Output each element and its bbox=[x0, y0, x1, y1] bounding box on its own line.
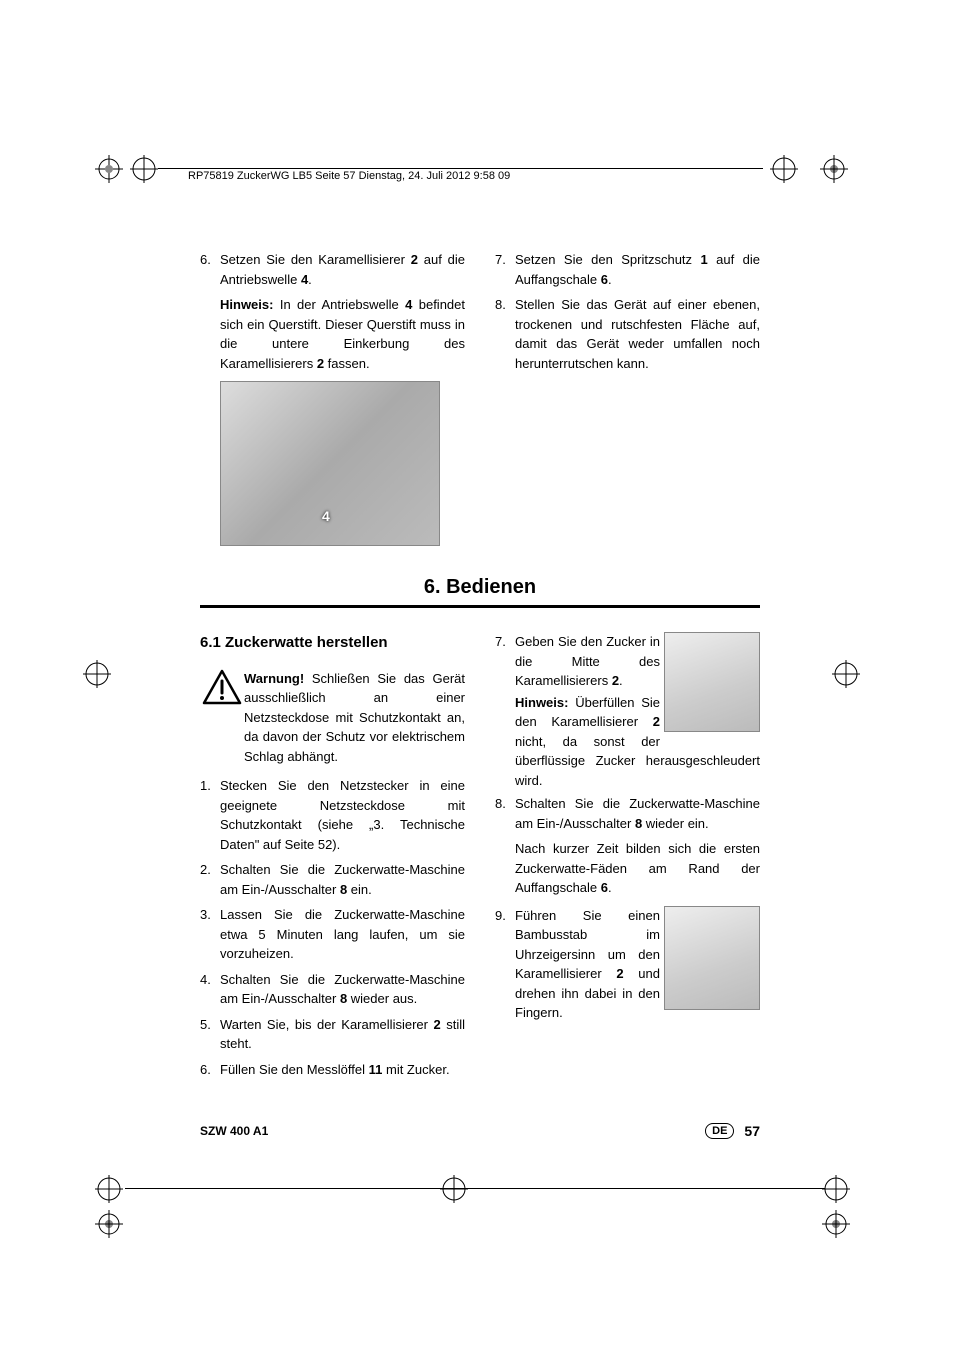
hinweis-top: Hinweis: In der Antriebswelle 4 befindet… bbox=[220, 295, 465, 373]
lower-right-col: 7. Geben Sie den Zucker in die Mitte des… bbox=[495, 632, 760, 1085]
step-num: 7. bbox=[495, 250, 515, 289]
print-mark-bot-right-2 bbox=[822, 1210, 850, 1238]
page-content: 6. Setzen Sie den Karamellisierer 2 auf … bbox=[200, 250, 760, 1085]
print-mark-bot-left-1 bbox=[95, 1175, 123, 1203]
step-5: 5. Warten Sie, bis der Karamellisierer 2… bbox=[200, 1015, 465, 1054]
warning-icon bbox=[200, 669, 244, 767]
step-4: 4. Schalten Sie die Zuckerwatte-Maschine… bbox=[200, 970, 465, 1009]
step-3: 3. Lassen Sie die Zuckerwatte-Maschine e… bbox=[200, 905, 465, 964]
step-9-wrap: 9. Führen Sie einen Bambusstab im Uhrzei… bbox=[495, 906, 760, 1029]
step-1: 1. Stecken Sie den Netzstecker in eine g… bbox=[200, 776, 465, 854]
print-mark-bot-right-1 bbox=[822, 1175, 850, 1203]
lang-badge: DE bbox=[705, 1123, 734, 1139]
lower-columns: 6.1 Zuckerwatte herstellen Warnung! Schl… bbox=[200, 632, 760, 1085]
step-9: 9. Führen Sie einen Bambusstab im Uhrzei… bbox=[495, 906, 660, 1023]
subsection-title: 6.1 Zuckerwatte herstellen bbox=[200, 632, 465, 655]
page-number: 57 bbox=[744, 1123, 760, 1139]
warning-block: Warnung! Schließen Sie das Gerät ausschl… bbox=[200, 669, 465, 767]
print-mark-top-left-2 bbox=[130, 155, 158, 183]
section-title: 6. Bedienen bbox=[200, 576, 760, 599]
print-mark-bot-left-2 bbox=[95, 1210, 123, 1238]
figure-callout: 4 bbox=[322, 506, 330, 527]
print-header-text: RP75819 ZuckerWG LB5 Seite 57 Dienstag, … bbox=[188, 170, 510, 182]
step-num: 8. bbox=[495, 295, 515, 373]
step-7-wrap: 7. Geben Sie den Zucker in die Mitte des… bbox=[495, 632, 760, 794]
footer-right: DE 57 bbox=[705, 1123, 760, 1139]
top-left-col: 6. Setzen Sie den Karamellisierer 2 auf … bbox=[200, 250, 465, 546]
step-7-top: 7. Setzen Sie den Spritzschutz 1 auf die… bbox=[495, 250, 760, 289]
model-label: SZW 400 A1 bbox=[200, 1124, 268, 1138]
lower-left-col: 6.1 Zuckerwatte herstellen Warnung! Schl… bbox=[200, 632, 465, 1085]
step-body: Setzen Sie den Spritzschutz 1 auf die Au… bbox=[515, 250, 760, 289]
print-mark-right-mid bbox=[832, 660, 860, 688]
figure-fill-sugar bbox=[664, 632, 760, 732]
print-mark-left-mid bbox=[83, 660, 111, 688]
step-6: 6. Füllen Sie den Messlöffel 11 mit Zuck… bbox=[200, 1060, 465, 1080]
step-7: 7. Geben Sie den Zucker in die Mitte des… bbox=[495, 632, 660, 691]
print-mark-top-right-1 bbox=[770, 155, 798, 183]
step-num: 6. bbox=[200, 250, 220, 289]
print-mark-top-left bbox=[95, 155, 123, 183]
warning-text: Warnung! Schließen Sie das Gerät ausschl… bbox=[244, 669, 465, 767]
crop-line-top bbox=[158, 168, 763, 169]
step-8-top: 8. Stellen Sie das Gerät auf einer ebene… bbox=[495, 295, 760, 373]
step-6-top: 6. Setzen Sie den Karamellisierer 2 auf … bbox=[200, 250, 465, 289]
top-right-col: 7. Setzen Sie den Spritzschutz 1 auf die… bbox=[495, 250, 760, 546]
top-columns: 6. Setzen Sie den Karamellisierer 2 auf … bbox=[200, 250, 760, 546]
figure-drive-shaft: 4 bbox=[220, 381, 440, 546]
step-2: 2. Schalten Sie die Zuckerwatte-Maschine… bbox=[200, 860, 465, 899]
step-8-after: Nach kurzer Zeit bilden sich die ersten … bbox=[515, 839, 760, 898]
figure-bamboo-stick bbox=[664, 906, 760, 1010]
step-body: Stellen Sie das Gerät auf einer ebenen, … bbox=[515, 295, 760, 373]
step-8: 8. Schalten Sie die Zuckerwatte-Maschine… bbox=[495, 794, 760, 833]
crop-line-bottom bbox=[125, 1188, 825, 1189]
print-mark-bot-mid bbox=[440, 1175, 468, 1203]
page-footer: SZW 400 A1 DE 57 bbox=[200, 1123, 760, 1139]
step-body: Setzen Sie den Karamellisierer 2 auf die… bbox=[220, 250, 465, 289]
print-mark-top-right-2 bbox=[820, 155, 848, 183]
section-rule bbox=[200, 605, 760, 608]
